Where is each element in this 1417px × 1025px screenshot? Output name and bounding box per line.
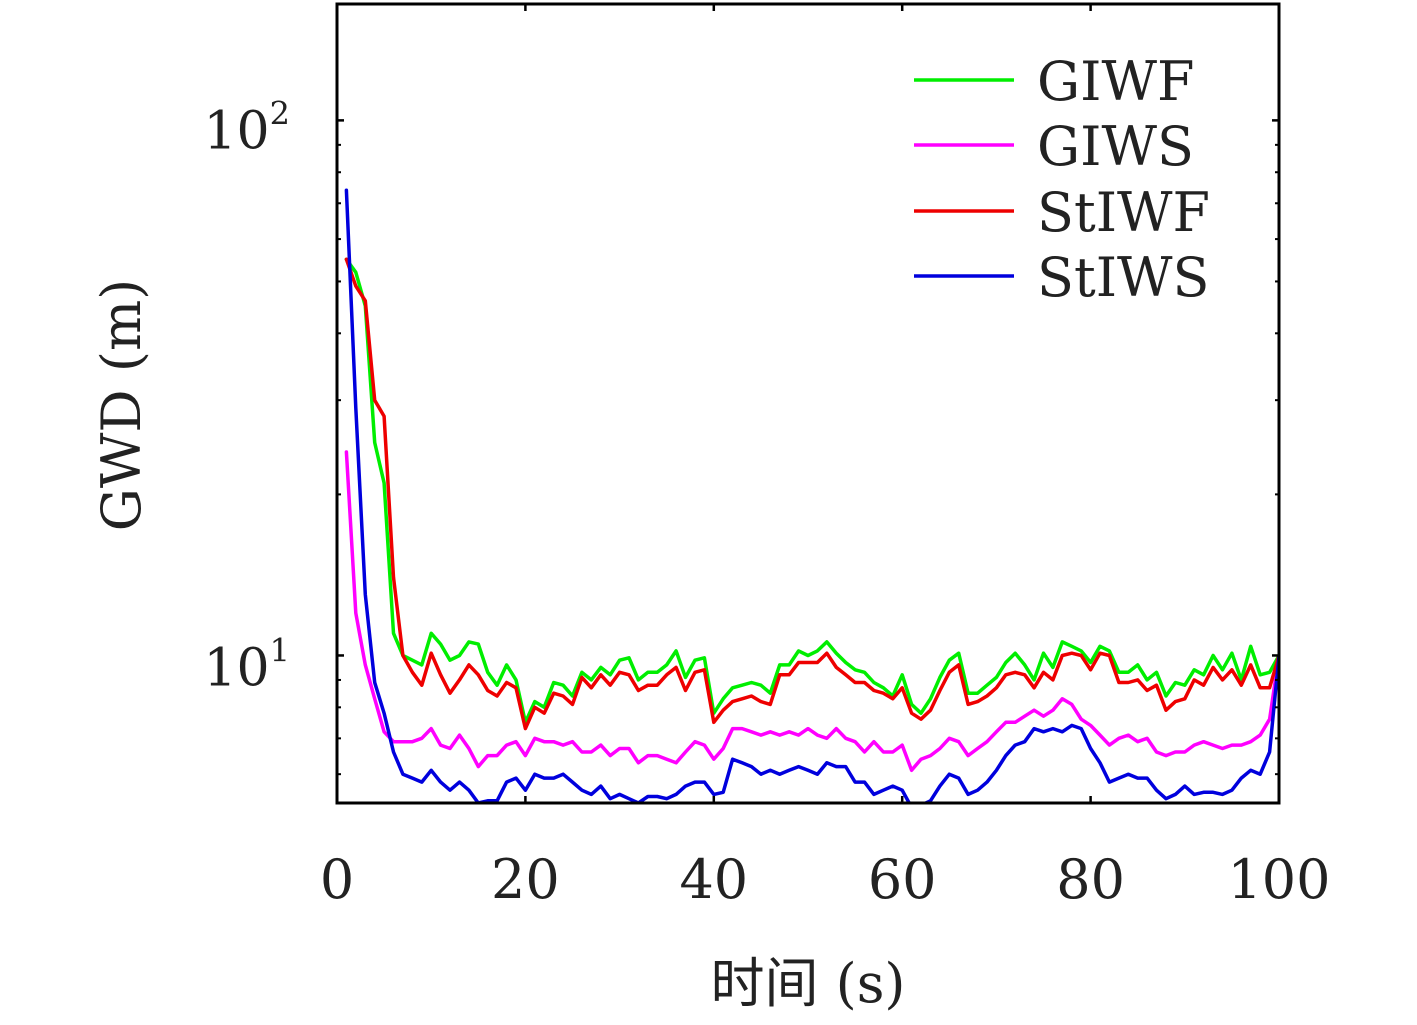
x-axis-label: 时间 (s) <box>710 952 905 1015</box>
legend: GIWF GIWS StIWF StIWS <box>914 50 1210 309</box>
y-tick-exponent: 2 <box>270 94 290 132</box>
series-lines <box>344 188 1279 803</box>
plot-frame <box>335 2 1281 805</box>
legend-label: StIWF <box>1037 181 1210 244</box>
x-tick-label: 60 <box>868 848 937 911</box>
x-tick-label: 0 <box>320 848 354 911</box>
y-axis-label: GWD (m) <box>90 279 153 531</box>
x-tick-label: 100 <box>1227 848 1330 911</box>
series-line-stiwf <box>344 257 1279 731</box>
x-tick-label: 40 <box>679 848 748 911</box>
x-tick-label: 20 <box>491 848 560 911</box>
x-tick-label: 80 <box>1056 848 1125 911</box>
y-tick-exponent: 1 <box>270 631 290 669</box>
y-tick-base: 10 <box>203 101 269 161</box>
y-tick-label: 102 <box>203 94 290 161</box>
legend-label: GIWF <box>1037 50 1194 113</box>
legend-label: StIWS <box>1037 246 1210 309</box>
legend-label: GIWS <box>1037 115 1194 178</box>
series-line-stiws <box>344 188 1279 803</box>
series-line-giws <box>344 450 1279 773</box>
series-line-giwf <box>344 257 1279 725</box>
y-tick-base: 10 <box>203 638 269 698</box>
y-tick-label: 101 <box>203 631 290 698</box>
